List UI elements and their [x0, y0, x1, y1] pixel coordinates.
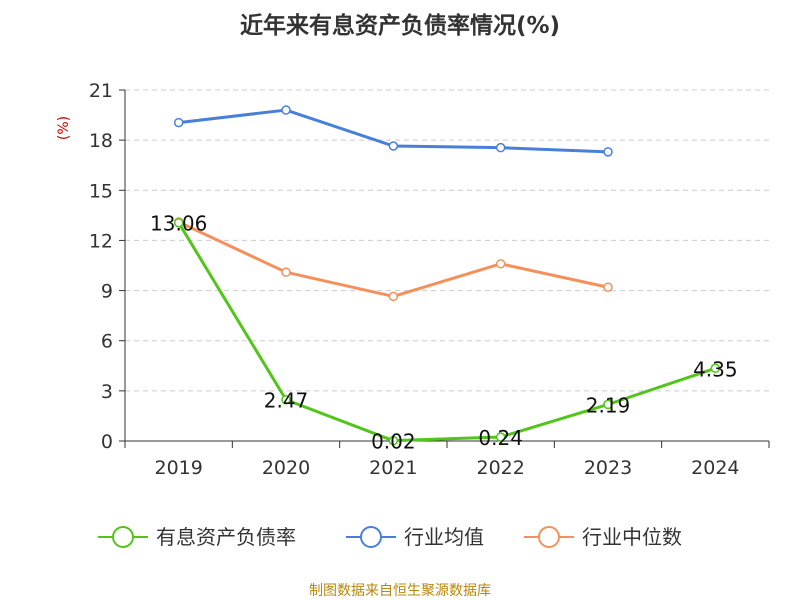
data-point[interactable]	[173, 117, 184, 128]
source-note: 制图数据来自恒生聚源数据库	[309, 583, 491, 599]
y-tick-label: 15	[89, 180, 113, 202]
legend-marker	[538, 526, 560, 548]
y-tick-label: 12	[89, 230, 113, 252]
series-line	[177, 221, 716, 443]
data-point[interactable]	[281, 267, 291, 277]
data-labels: 13.06 2.47 0.02 0.24 2.19 4.35	[150, 212, 738, 454]
data-point[interactable]	[173, 217, 184, 228]
data-point[interactable]	[388, 291, 399, 302]
data-label: 2.47	[264, 389, 309, 413]
x-tick-label: 2024	[691, 457, 739, 479]
y-tick-label: 3	[101, 381, 113, 403]
legend-marker	[360, 526, 382, 548]
series-layer	[173, 105, 721, 446]
series-line	[178, 220, 609, 298]
legend-label[interactable]: 行业均值	[404, 525, 484, 549]
data-label: 4.35	[693, 357, 738, 381]
data-point[interactable]	[710, 363, 721, 374]
data-point[interactable]	[495, 142, 506, 153]
data-label: 13.06	[150, 212, 207, 236]
y-tick-label: 6	[101, 331, 113, 353]
legend-label[interactable]: 有息资产负债率	[156, 525, 296, 549]
y-axis-unit-label: (%)	[56, 116, 72, 140]
y-tick-label: 9	[101, 281, 113, 303]
x-tick-label: 2023	[584, 457, 632, 479]
data-point[interactable]	[388, 141, 399, 151]
x-tick-label: 2022	[476, 457, 524, 479]
axes: 0 3 6 9 12 15 18 21 2019 2020 2021 2022 2023 2024	[89, 80, 770, 479]
data-label: 0.24	[478, 426, 523, 450]
data-point[interactable]	[388, 435, 399, 446]
data-point[interactable]	[495, 432, 506, 442]
legend: 有息资产负债率 行业均值 行业中位数	[98, 525, 682, 549]
data-label: 2.19	[586, 393, 631, 417]
x-tick-label: 2019	[154, 457, 202, 479]
data-point[interactable]	[281, 394, 291, 405]
data-point[interactable]	[603, 399, 613, 410]
data-point[interactable]	[603, 147, 613, 157]
y-tick-label: 0	[101, 431, 113, 453]
chart-title: 近年来有息资产负债率情况(%)	[240, 12, 560, 39]
x-tick-label: 2021	[369, 457, 417, 479]
y-tick-label: 21	[89, 80, 113, 102]
grid-lines	[125, 89, 769, 392]
x-tick-label: 2020	[262, 457, 310, 479]
y-tick-label: 18	[89, 130, 113, 152]
data-label: 0.02	[371, 430, 416, 454]
data-point[interactable]	[603, 282, 613, 292]
legend-marker	[112, 526, 134, 548]
data-point[interactable]	[495, 259, 506, 269]
legend-label[interactable]: 行业中位数	[582, 525, 682, 549]
data-point[interactable]	[281, 105, 291, 115]
